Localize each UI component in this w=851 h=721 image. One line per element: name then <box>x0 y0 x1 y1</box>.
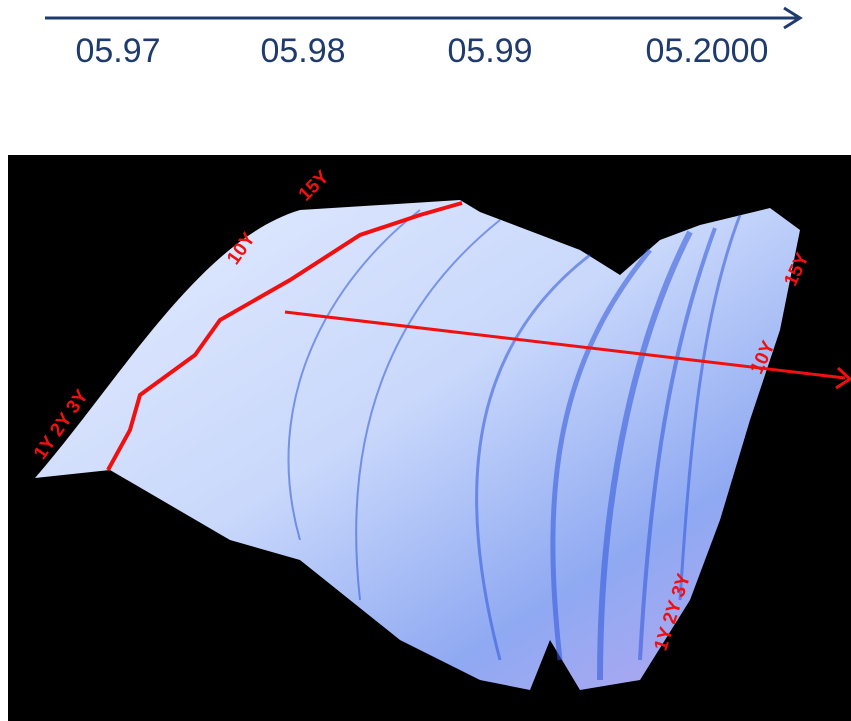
page: 05.97 05.98 05.99 05.2000 15Y 10Y 1Y 2Y … <box>0 0 851 721</box>
timeline-label: 05.97 <box>75 32 160 70</box>
figure: 05.97 05.98 05.99 05.2000 15Y 10Y 1Y 2Y … <box>0 0 851 721</box>
timeline-label: 05.99 <box>447 32 532 70</box>
timeline-label: 05.98 <box>260 32 345 70</box>
timeline-label: 05.2000 <box>646 32 769 70</box>
